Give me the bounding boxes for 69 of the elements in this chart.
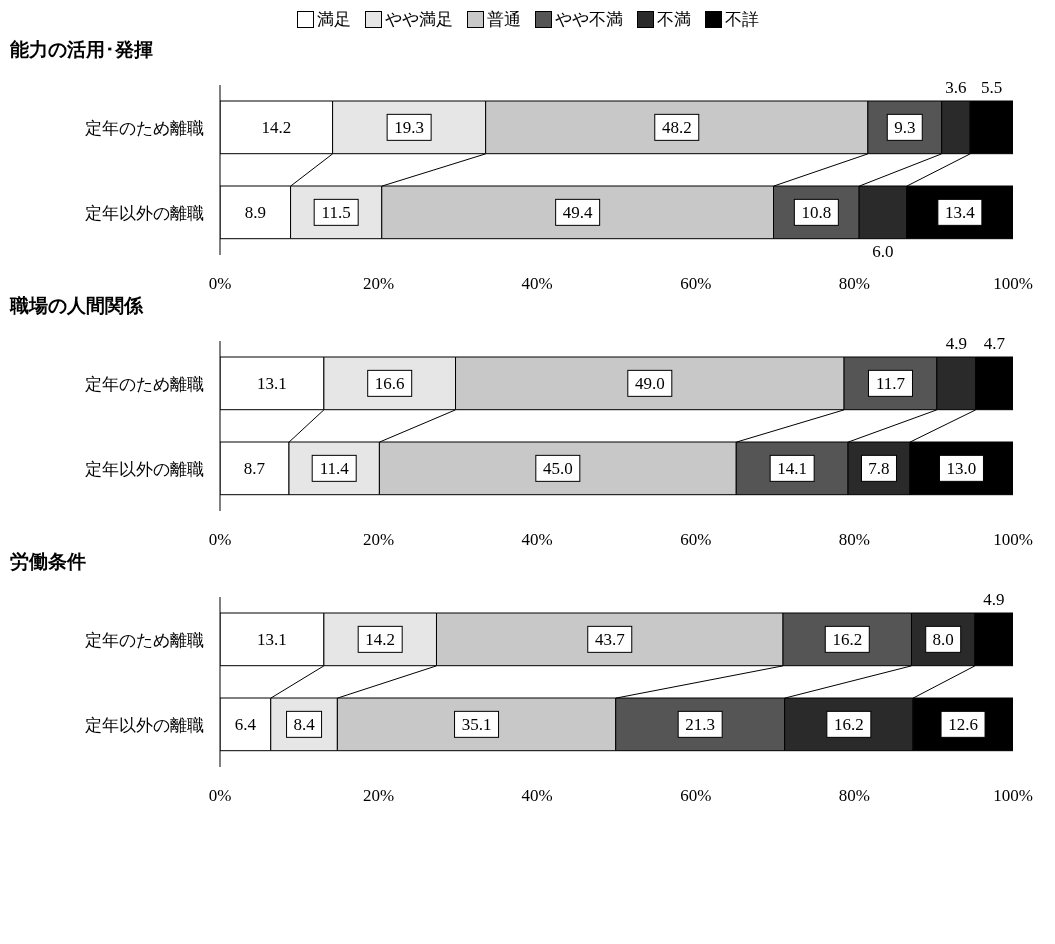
x-tick-label: 40% — [521, 530, 553, 550]
data-label: 7.8 — [868, 459, 890, 479]
legend-label: やや不満 — [555, 9, 623, 31]
data-label: 11.5 — [321, 203, 351, 223]
data-label: 13.4 — [944, 203, 976, 223]
data-label: 16.2 — [833, 715, 864, 735]
x-tick-label: 80% — [838, 530, 870, 550]
data-label: 10.8 — [801, 203, 832, 223]
data-label: 35.1 — [461, 715, 492, 735]
data-label: 6.4 — [234, 715, 257, 735]
data-label: 13.1 — [257, 374, 287, 394]
x-tick-label: 20% — [363, 530, 395, 550]
x-tick-label: 60% — [680, 530, 712, 550]
data-label: 43.7 — [594, 630, 626, 650]
text: 労働条件 — [10, 550, 87, 574]
y-tick-label: 定年以外の離職 — [85, 203, 204, 223]
data-label: 21.3 — [685, 715, 716, 735]
data-label: 13.0 — [946, 459, 977, 479]
chart-title: 職場の人間関係 — [10, 294, 144, 318]
x-tick-label: 100% — [993, 786, 1033, 806]
data-label: 8.7 — [243, 459, 266, 479]
x-tick-label: 100% — [993, 530, 1033, 550]
legend-label: 満足 — [317, 9, 351, 31]
y-tick-label: 定年のため離職 — [85, 630, 204, 650]
x-tick-label: 0% — [208, 786, 232, 806]
x-tick-label: 40% — [521, 274, 553, 294]
x-tick-label: 80% — [838, 786, 870, 806]
x-tick-label: 0% — [208, 274, 232, 294]
x-tick-label: 20% — [363, 786, 395, 806]
legend-label: やや満足 — [385, 9, 453, 31]
data-label: 14.1 — [777, 459, 808, 479]
data-label: 14.2 — [261, 118, 292, 138]
data-label: 49.4 — [562, 203, 594, 223]
y-tick-label: 定年のため離職 — [85, 374, 204, 394]
data-label: 4.9 — [945, 334, 967, 353]
x-tick-label: 60% — [680, 274, 712, 294]
data-label: 11.4 — [319, 459, 350, 479]
y-tick-label: 定年以外の離職 — [85, 715, 204, 735]
data-label: 8.0 — [932, 630, 954, 650]
data-label: 49.0 — [634, 374, 665, 394]
x-tick-label: 80% — [838, 274, 870, 294]
data-label: 11.7 — [875, 374, 906, 394]
legend-label: 普通 — [487, 9, 521, 31]
data-label: 13.1 — [257, 630, 287, 650]
data-label: 16.2 — [832, 630, 863, 650]
data-label: 3.6 — [945, 78, 967, 97]
data-label: 16.6 — [374, 374, 405, 394]
chart-title: 能力の活用･発揮 — [10, 38, 154, 62]
x-tick-label: 100% — [993, 274, 1033, 294]
data-label: 19.3 — [394, 118, 425, 138]
x-tick-label: 0% — [208, 530, 232, 550]
legend-label: 不詳 — [725, 9, 759, 31]
data-label: 45.0 — [542, 459, 573, 479]
x-tick-label: 60% — [680, 786, 712, 806]
data-label: 6.0 — [872, 241, 894, 261]
data-label: 4.7 — [983, 334, 1006, 353]
data-label: 8.9 — [244, 203, 266, 223]
y-tick-label: 定年以外の離職 — [85, 459, 204, 479]
data-label: 9.3 — [894, 118, 916, 138]
data-label: 14.2 — [365, 630, 396, 650]
data-label: 12.6 — [948, 715, 978, 735]
legend-label: 不満 — [657, 9, 691, 31]
data-label: 8.4 — [293, 715, 316, 735]
data-label: 4.9 — [983, 590, 1005, 609]
x-tick-label: 40% — [521, 786, 553, 806]
data-label: 48.2 — [661, 118, 692, 138]
data-label: 5.5 — [980, 78, 1003, 97]
x-tick-label: 20% — [363, 274, 395, 294]
y-tick-label: 定年のため離職 — [85, 118, 204, 138]
